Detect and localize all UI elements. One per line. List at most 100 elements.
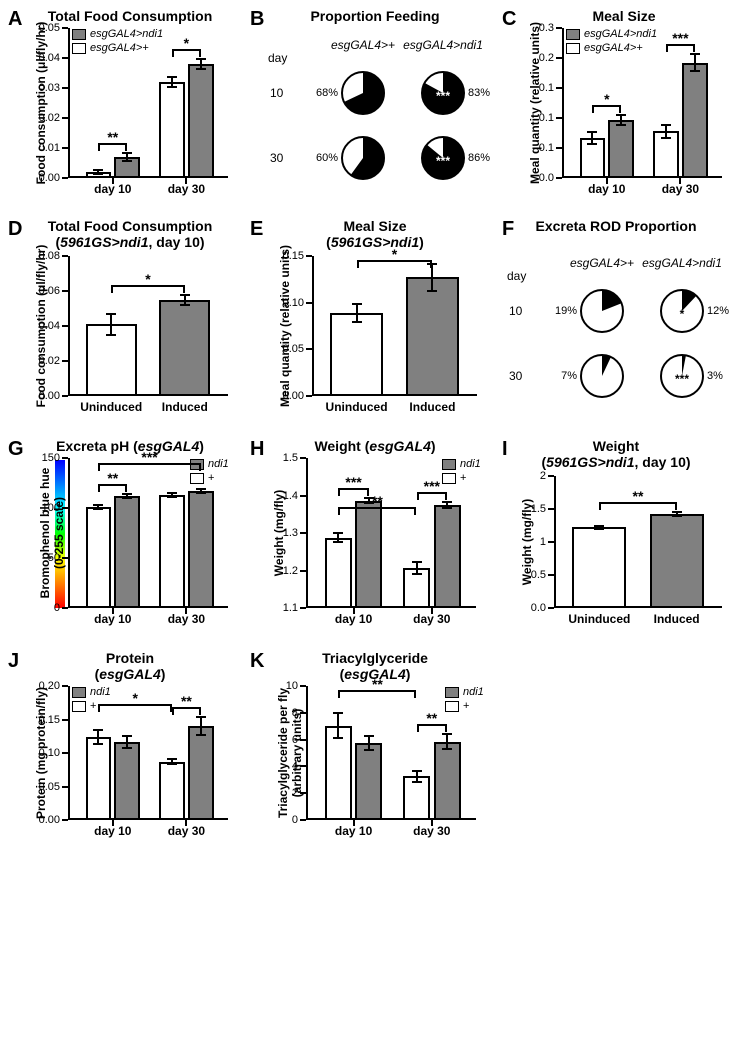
pie-column-head: esgGAL4>+ [331,38,395,52]
significance-label: ** [372,493,383,509]
y-tick-label: 1.2 [283,565,306,577]
significance-label: *** [672,30,688,46]
panel-d: D Total Food Consumption (5961GS>ndi1, d… [8,218,236,428]
panel-letter: D [8,218,22,241]
plot: 0.000.050.100.150.20Protein (mg protein/… [68,686,228,820]
bar [325,726,352,820]
pie-row-head: 10 [509,304,522,318]
bar [188,64,214,178]
title-line: (esgGAL4) [95,666,166,682]
bar [114,496,140,608]
significance-label: * [392,246,397,262]
panel-c: C Meal Size esgGAL4>ndi1 esgGAL4>+ 0.00.… [502,8,730,208]
panel-f: F Excreta ROD Proportion esgGAL4>+esgGAL… [502,218,730,428]
pie-percent-label: 86% [468,152,490,164]
bar [159,300,210,396]
significance-label: ** [107,470,118,486]
bar [403,776,430,820]
bar [188,491,214,608]
pie-significance: *** [436,89,450,103]
y-tick-label: 0.0 [531,602,554,614]
y-axis-label: Weight (mg/fly) [520,499,534,585]
y-tick-label: 0.0 [539,172,562,184]
bar [572,527,626,608]
significance-label: ** [107,129,118,145]
panel-h: H Weight (esgGAL4) ndi1 + 1.11.21.31.41.… [250,438,490,638]
y-tick-label: 0.5 [531,569,554,581]
title-line: Total Food Consumption [48,218,213,234]
panel-title: Meal Size (5961GS>ndi1) [260,218,490,250]
pie-significance: *** [675,372,689,386]
bar [682,63,708,178]
x-tick-label: Uninduced [80,396,142,414]
bar [406,277,459,396]
pie-grid: esgGAL4>+esgGAL4>ndi1day103068%83%***60%… [268,38,488,198]
plot: 0.000.020.040.060.08Food consumption (μl… [68,256,228,396]
pie-percent-label: 83% [468,87,490,99]
x-tick-label: Uninduced [568,608,630,626]
significance-label: *** [345,474,361,490]
title-line: (5961GS>ndi1, day 10) [55,234,204,250]
pie-row-head: 30 [509,369,522,383]
bar [159,82,185,178]
significance-label: ** [426,710,437,726]
panel-title: Protein (esgGAL4) [30,650,230,682]
y-axis-label: Meal quantity (relative units) [528,22,542,184]
y-axis-label: Food consumption (μl/fly/hr) [34,245,48,408]
title-line: Meal Size [343,218,406,234]
figure: A Total Food Consumption esgGAL4>ndi1 es… [0,0,750,1046]
y-tick-label: 2 [540,470,554,482]
significance-label: *** [141,449,157,465]
plot: 0.000.010.020.030.040.05Food consumption… [68,28,228,178]
title-line: (5961GS>ndi1, day 10) [541,454,690,470]
y-axis-label: Bromophenol blue hue(0-255 scale) [38,468,66,599]
bar [86,507,112,608]
y-tick-label: 1.5 [531,503,554,515]
panel-title: Total Food Consumption (5961GS>ndi1, day… [30,218,230,250]
pie-column-head: esgGAL4>+ [570,256,634,270]
panel-e: E Meal Size (5961GS>ndi1) 0.000.050.100.… [250,218,490,428]
panel-title: Weight (5961GS>ndi1, day 10) [502,438,730,470]
title-line: Weight [593,438,639,454]
pie-row-head: 10 [270,86,283,100]
pie-row-head-title: day [507,269,526,283]
y-tick-label: 1.3 [283,527,306,539]
y-tick-label: 0.1 [539,112,562,124]
y-tick-label: 0.1 [539,142,562,154]
bar [650,514,704,608]
bar [159,762,185,820]
y-tick-label: 1.5 [283,452,306,464]
y-tick-label: 150 [42,452,68,464]
y-tick-label: 0.1 [539,82,562,94]
panel-title: Proportion Feeding [260,8,490,24]
pie [341,136,385,180]
pie-percent-label: 68% [316,87,338,99]
panel-letter: C [502,8,516,31]
pie-row-head-title: day [268,51,287,65]
y-axis-label: Meal quantity (relative units) [278,245,292,407]
plot: 0246810Triacylglyceride per fly(arbitrar… [306,686,476,820]
pie-percent-label: 60% [316,152,338,164]
plot: 0.00.511.52Weight (mg/fly)UninducedInduc… [554,476,722,608]
y-axis-label: Triacylglyceride per fly(arbitrary units… [276,688,304,818]
y-tick-label: 1.1 [283,602,306,614]
y-axis-label: Food consumption (μl/fly/hr) [34,22,48,185]
y-axis-label: Protein (mg protein/fly) [34,687,48,819]
panel-i: I Weight (5961GS>ndi1, day 10) 0.00.511.… [502,438,730,638]
pie [580,354,624,398]
title-line: Triacylglyceride [322,650,428,666]
x-tick-label: Uninduced [326,396,388,414]
bar [86,737,112,820]
bar [608,120,634,178]
pie-percent-label: 12% [707,305,729,317]
panel-title: Excreta ROD Proportion [502,218,730,234]
plot: 050100150Bromophenol blue hue(0-255 scal… [68,458,228,608]
plot: 0.00.10.10.10.20.3Meal quantity (relativ… [562,28,722,178]
significance-label: *** [424,478,440,494]
significance-label: ** [372,676,383,692]
plot: 0.000.050.100.15Meal quantity (relative … [312,256,477,396]
title-line: (5961GS>ndi1) [326,234,424,250]
x-tick-label: Induced [654,608,700,626]
x-tick-label: Induced [409,396,455,414]
x-tick-label: Induced [162,396,208,414]
